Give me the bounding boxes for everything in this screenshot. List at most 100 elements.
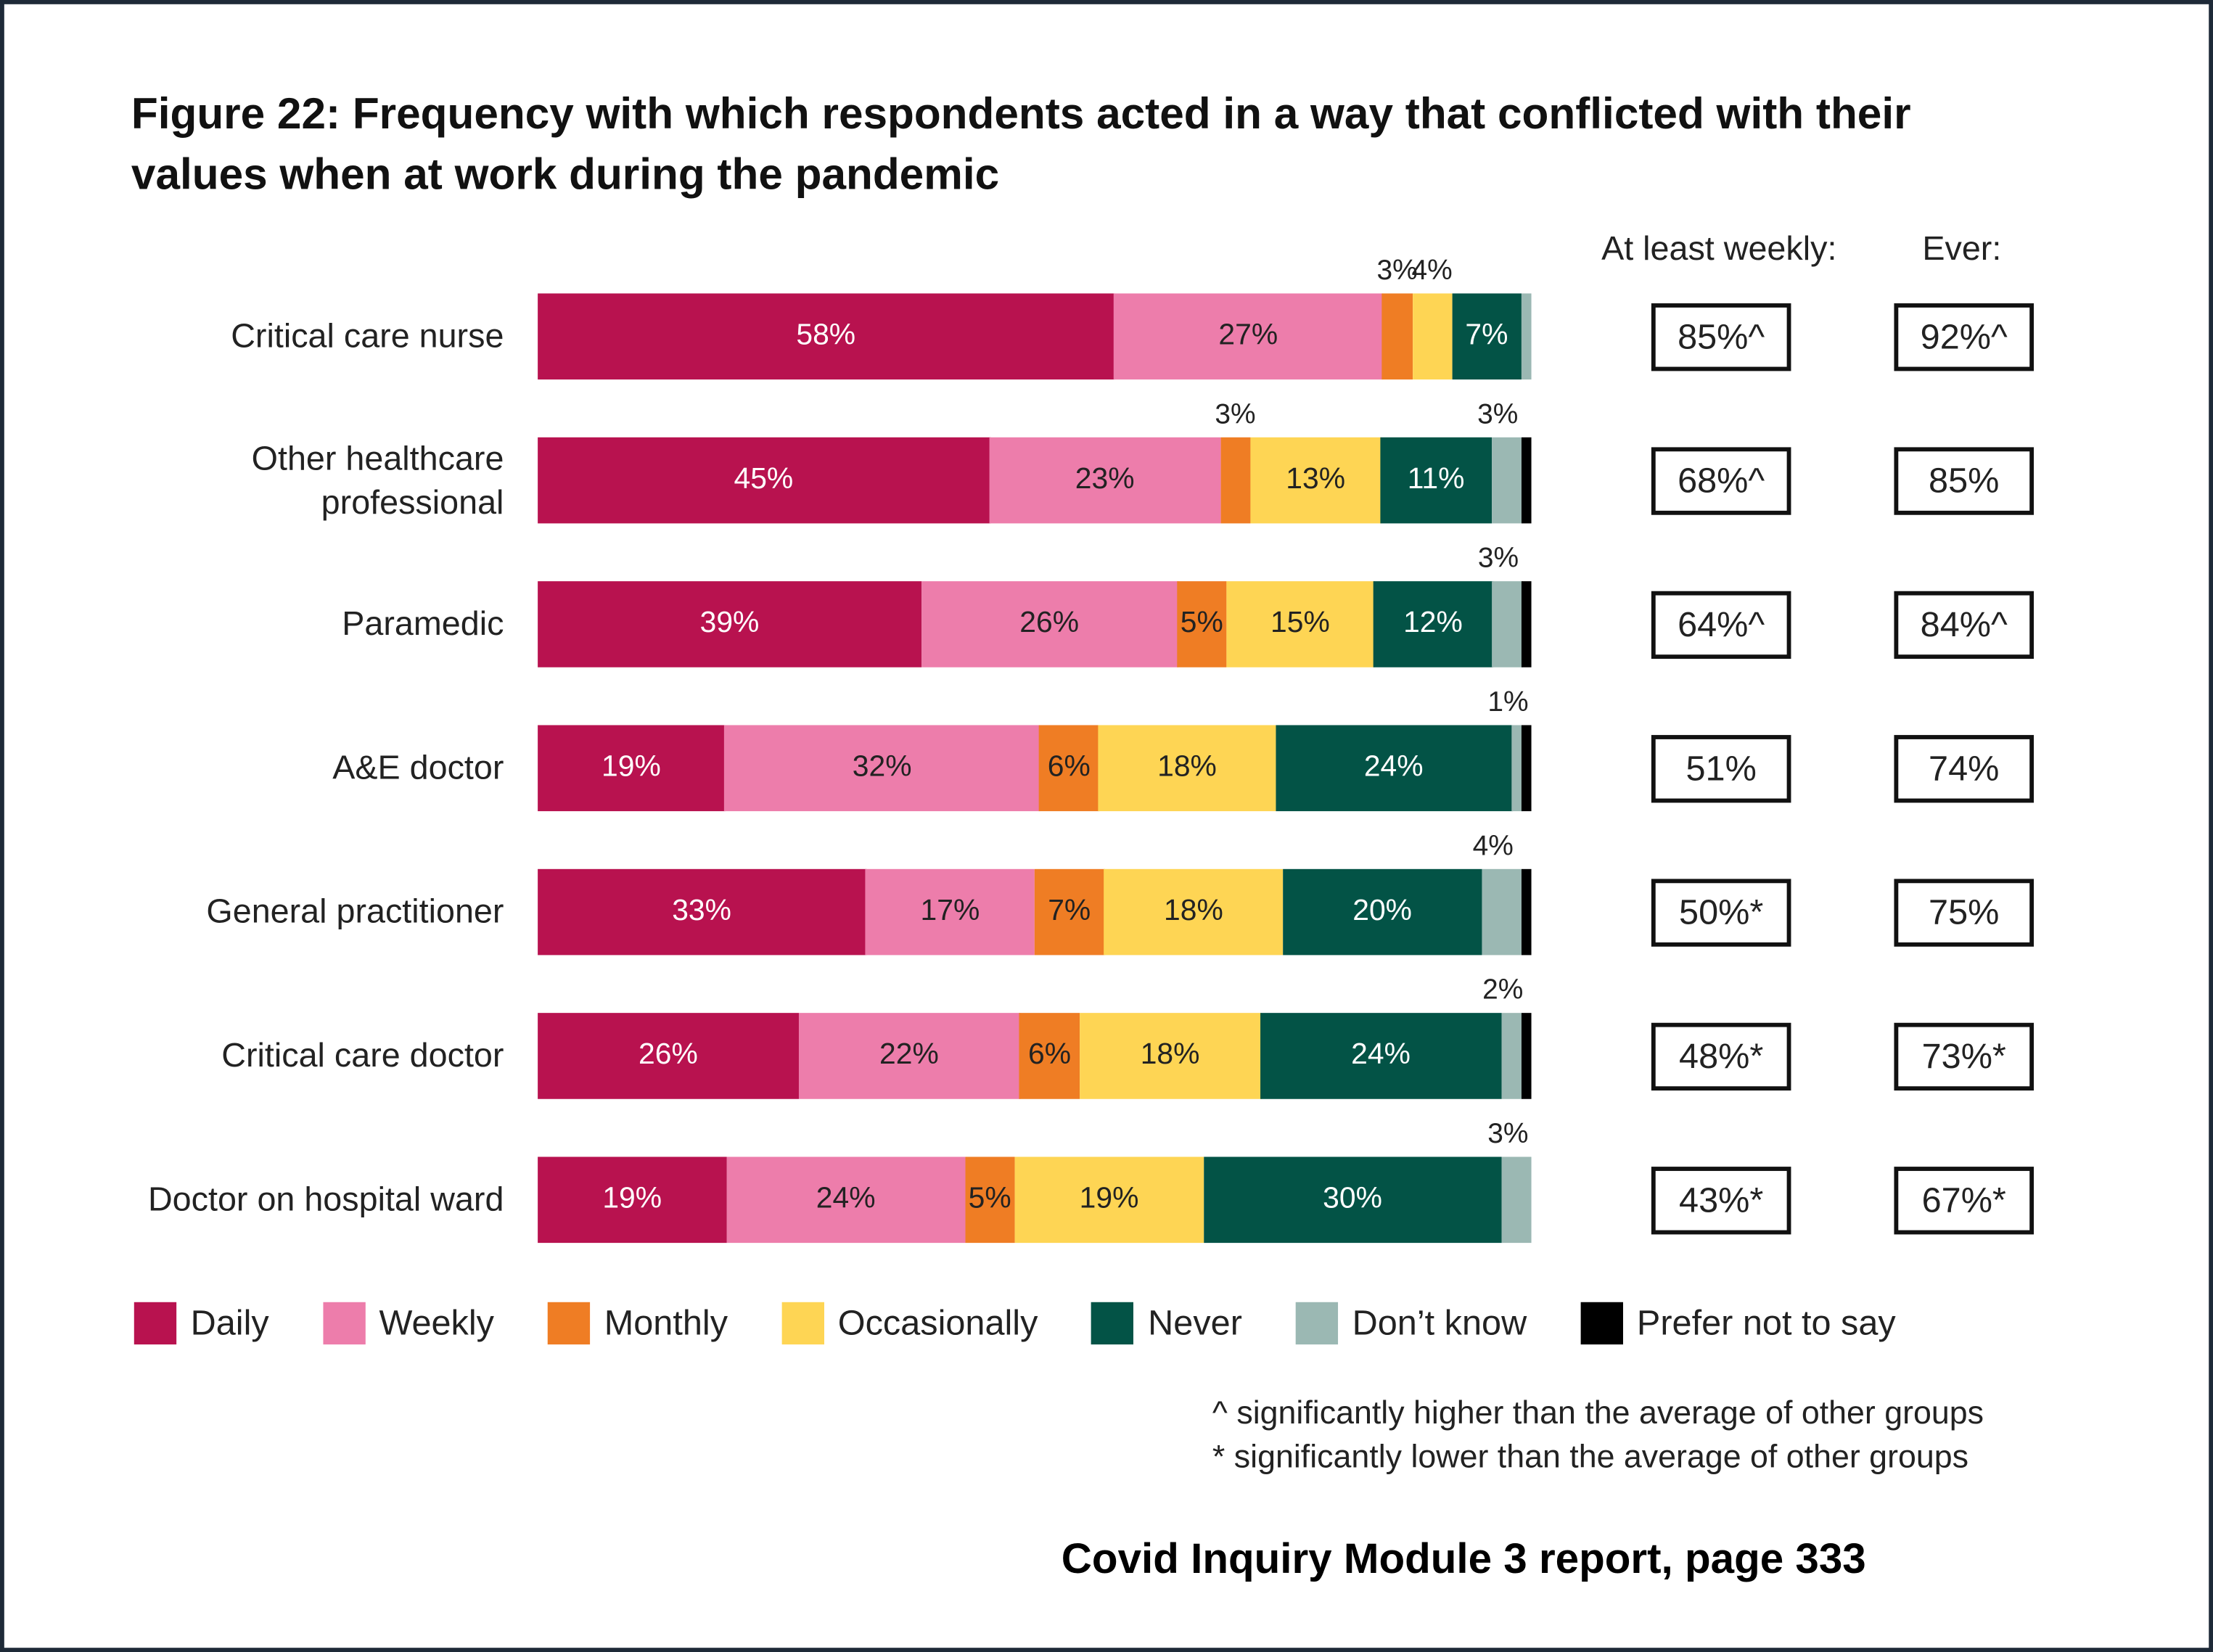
data-label: 26% <box>1019 607 1080 639</box>
legend-item: Prefer not to say <box>1580 1302 1896 1345</box>
bar-segment-don-t-know <box>1501 1156 1532 1244</box>
ever-summary-box: 67%* <box>1894 1167 2035 1235</box>
data-label: 32% <box>852 750 912 784</box>
bar-segment-daily <box>538 868 866 956</box>
bar-segment-never <box>1260 1013 1502 1099</box>
bar-segment-prefer-not-to-say <box>1521 581 1532 667</box>
bar-segment-monthly <box>964 1156 1016 1244</box>
category-label: Paramedic <box>342 605 504 644</box>
bar-segment-don-t-know <box>1491 437 1522 524</box>
legend-item: Daily <box>134 1302 269 1345</box>
data-label-above: 3% <box>1477 399 1519 431</box>
data-label: 19% <box>602 750 661 784</box>
bar-segment-occasionally <box>1104 868 1284 956</box>
bar-segment-never <box>1283 868 1483 956</box>
bar-segment-monthly <box>1177 581 1228 667</box>
ever-summary-box: 84%^ <box>1894 591 2035 659</box>
ever-summary-box: 74% <box>1894 735 2035 803</box>
data-label: 24% <box>1351 1038 1411 1071</box>
bar-segment-occasionally <box>1226 581 1375 667</box>
legend-swatch <box>1580 1302 1623 1345</box>
bar-segment-occasionally <box>1250 437 1381 524</box>
ever-summary-box: 92%^ <box>1894 303 2035 371</box>
legend-label: Never <box>1148 1302 1242 1343</box>
bar-segment-occasionally <box>1412 293 1453 380</box>
bar-segment-monthly <box>1220 437 1252 524</box>
bar-segment-never <box>1276 725 1513 812</box>
bar-segment-monthly <box>1382 293 1413 380</box>
weekly-summary-box: 43%* <box>1651 1167 1791 1235</box>
data-label: 7% <box>1465 319 1508 352</box>
bar-segment-weekly <box>989 437 1221 524</box>
bar-segment-don-t-know <box>1511 725 1522 812</box>
data-label: 24% <box>1363 750 1424 784</box>
data-label: 45% <box>734 462 794 496</box>
bar-segment-occasionally <box>1080 1013 1262 1099</box>
bar-segment-daily <box>538 725 726 812</box>
data-label: 26% <box>639 1038 698 1071</box>
bar-segment-weekly <box>724 725 1040 812</box>
data-label: 39% <box>699 607 760 639</box>
bar-segment-don-t-know <box>1501 1013 1522 1099</box>
category-label: Critical care nurse <box>231 317 504 356</box>
legend-label: Occasionally <box>837 1302 1038 1343</box>
legend-swatch <box>547 1302 591 1345</box>
bar-segment-never <box>1374 581 1493 667</box>
legend-label: Monthly <box>604 1302 728 1343</box>
bar-segment-daily <box>538 581 922 667</box>
legend-item: Monthly <box>547 1302 728 1345</box>
data-label: 24% <box>816 1182 876 1215</box>
category-label: Critical care doctor <box>221 1037 504 1075</box>
source-caption: Covid Inquiry Module 3 report, page 333 <box>1061 1536 1866 1583</box>
data-label: 22% <box>879 1038 939 1071</box>
data-label: 7% <box>1048 894 1091 927</box>
bar-segment-never <box>1203 1156 1503 1244</box>
bar-segment-monthly <box>1039 725 1099 812</box>
bar-segment-monthly <box>1034 868 1105 956</box>
bar-segment-never <box>1381 437 1493 524</box>
data-label-above: 3% <box>1487 1118 1529 1150</box>
data-label: 23% <box>1075 462 1135 496</box>
weekly-summary-box: 85%^ <box>1651 303 1791 371</box>
data-label-above: 3% <box>1376 255 1418 287</box>
legend-swatch <box>1091 1302 1134 1345</box>
data-label: 18% <box>1164 894 1223 927</box>
legend-label: Weekly <box>379 1302 495 1343</box>
data-label: 18% <box>1157 750 1217 784</box>
bar-segment-daily <box>538 293 1115 380</box>
category-label: Other healthcare professional <box>251 439 504 522</box>
footnote-higher: ^ significantly higher than the average … <box>1212 1394 1984 1431</box>
data-label: 30% <box>1323 1182 1382 1215</box>
data-label: 19% <box>602 1182 662 1215</box>
data-label-above: 1% <box>1487 686 1529 718</box>
legend-item: Don’t know <box>1295 1302 1527 1345</box>
data-label: 17% <box>920 894 980 927</box>
legend-swatch <box>781 1302 824 1345</box>
data-label: 12% <box>1403 607 1463 639</box>
legend-swatch <box>134 1302 177 1345</box>
weekly-header: At least weekly: <box>1601 229 1837 268</box>
data-label-above: 2% <box>1482 974 1524 1006</box>
data-label: 5% <box>968 1182 1011 1215</box>
weekly-summary-box: 51% <box>1651 735 1791 803</box>
bar-segment-daily <box>538 1013 800 1099</box>
legend-item: Occasionally <box>781 1302 1038 1345</box>
data-label: 27% <box>1218 319 1278 352</box>
legend: Daily Weekly Monthly Occasionally Never Don’t… <box>134 1302 1950 1345</box>
legend-label: Daily <box>190 1302 269 1343</box>
bar-segment-prefer-not-to-say <box>1521 725 1532 812</box>
bar-segment-occasionally <box>1098 725 1276 812</box>
bar-segment-daily <box>538 1156 728 1244</box>
bar-segment-weekly <box>921 581 1178 667</box>
bar-segment-prefer-not-to-say <box>1521 868 1532 956</box>
bar-segment-prefer-not-to-say <box>1521 437 1532 524</box>
footnote-lower: * significantly lower than the average o… <box>1212 1437 1969 1475</box>
ever-header: Ever: <box>1922 229 2002 268</box>
ever-summary-box: 75% <box>1894 879 2035 947</box>
ever-summary-box: 85% <box>1894 447 2035 515</box>
legend-swatch <box>1295 1302 1339 1345</box>
bar-segment-occasionally <box>1014 1156 1204 1244</box>
weekly-summary-box: 50%* <box>1651 879 1791 947</box>
data-label: 13% <box>1286 462 1346 496</box>
